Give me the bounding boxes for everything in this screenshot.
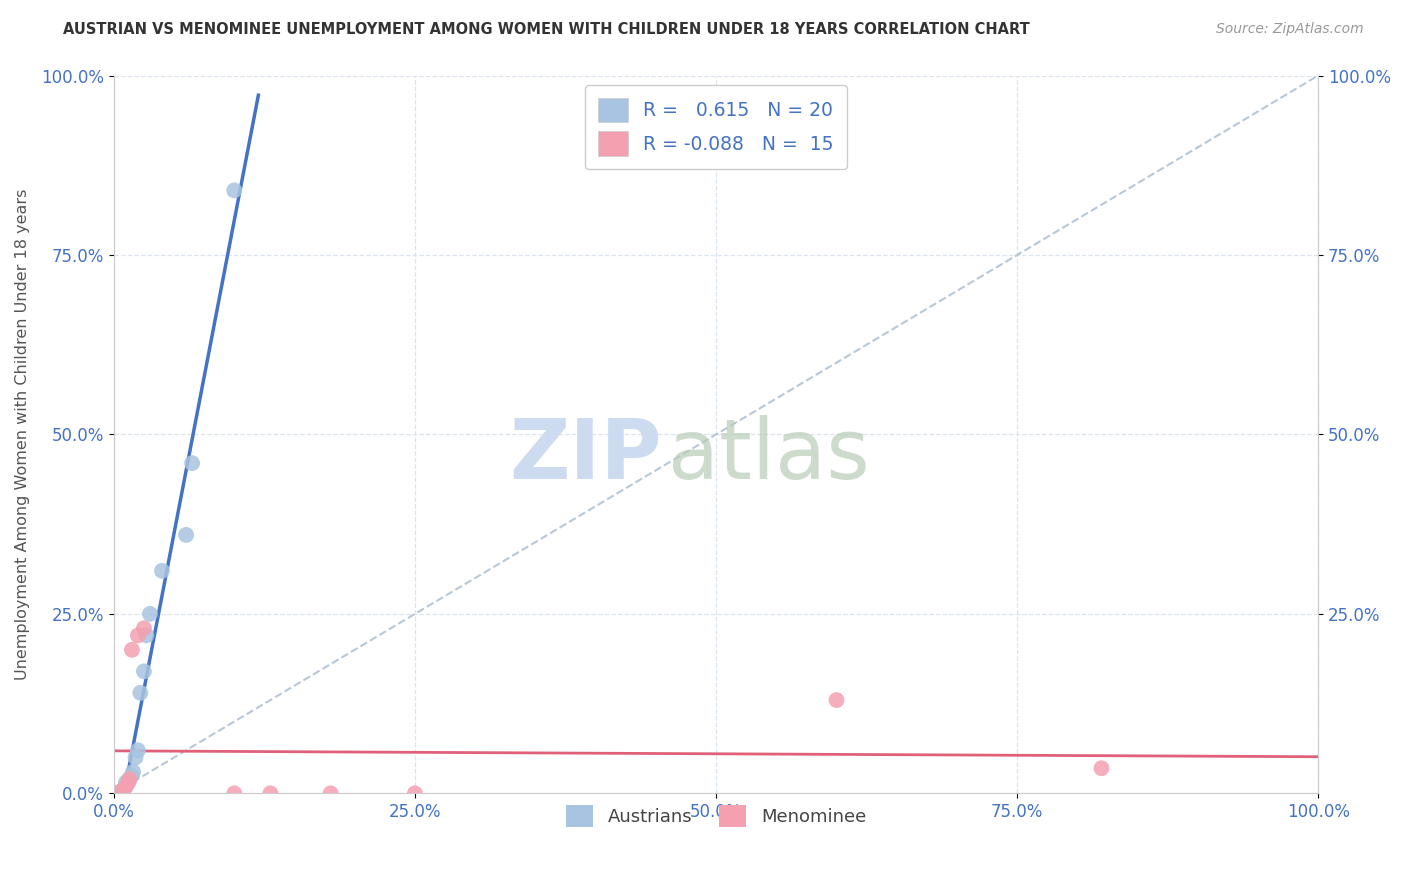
Text: Source: ZipAtlas.com: Source: ZipAtlas.com bbox=[1216, 22, 1364, 37]
Point bbox=[174, 528, 197, 542]
Point bbox=[122, 764, 145, 779]
Point bbox=[224, 786, 246, 800]
Point bbox=[1090, 761, 1112, 775]
Point bbox=[259, 786, 281, 800]
Text: ZIP: ZIP bbox=[509, 416, 662, 497]
Point bbox=[118, 772, 141, 786]
Point bbox=[121, 642, 143, 657]
Legend: Austrians, Menominee: Austrians, Menominee bbox=[558, 798, 873, 835]
Point bbox=[181, 456, 204, 470]
Point bbox=[112, 782, 135, 797]
Point bbox=[115, 775, 138, 789]
Point bbox=[404, 786, 426, 800]
Point bbox=[124, 750, 146, 764]
Point bbox=[108, 785, 131, 799]
Point bbox=[127, 743, 149, 757]
Y-axis label: Unemployment Among Women with Children Under 18 years: Unemployment Among Women with Children U… bbox=[15, 189, 30, 680]
Point bbox=[117, 773, 139, 788]
Text: atlas: atlas bbox=[668, 416, 870, 497]
Point bbox=[114, 781, 136, 796]
Point bbox=[224, 183, 246, 197]
Point bbox=[117, 775, 139, 789]
Point bbox=[111, 784, 134, 798]
Point bbox=[132, 665, 155, 679]
Point bbox=[132, 621, 155, 635]
Point bbox=[139, 607, 162, 621]
Point bbox=[115, 779, 138, 793]
Point bbox=[121, 768, 143, 782]
Text: AUSTRIAN VS MENOMINEE UNEMPLOYMENT AMONG WOMEN WITH CHILDREN UNDER 18 YEARS CORR: AUSTRIAN VS MENOMINEE UNEMPLOYMENT AMONG… bbox=[63, 22, 1031, 37]
Point bbox=[112, 782, 135, 797]
Point bbox=[118, 772, 141, 786]
Point bbox=[129, 686, 152, 700]
Point bbox=[319, 786, 342, 800]
Point bbox=[115, 779, 138, 793]
Point bbox=[127, 628, 149, 642]
Point bbox=[108, 785, 131, 799]
Point bbox=[111, 784, 134, 798]
Point bbox=[135, 628, 157, 642]
Point bbox=[150, 564, 173, 578]
Point bbox=[825, 693, 848, 707]
